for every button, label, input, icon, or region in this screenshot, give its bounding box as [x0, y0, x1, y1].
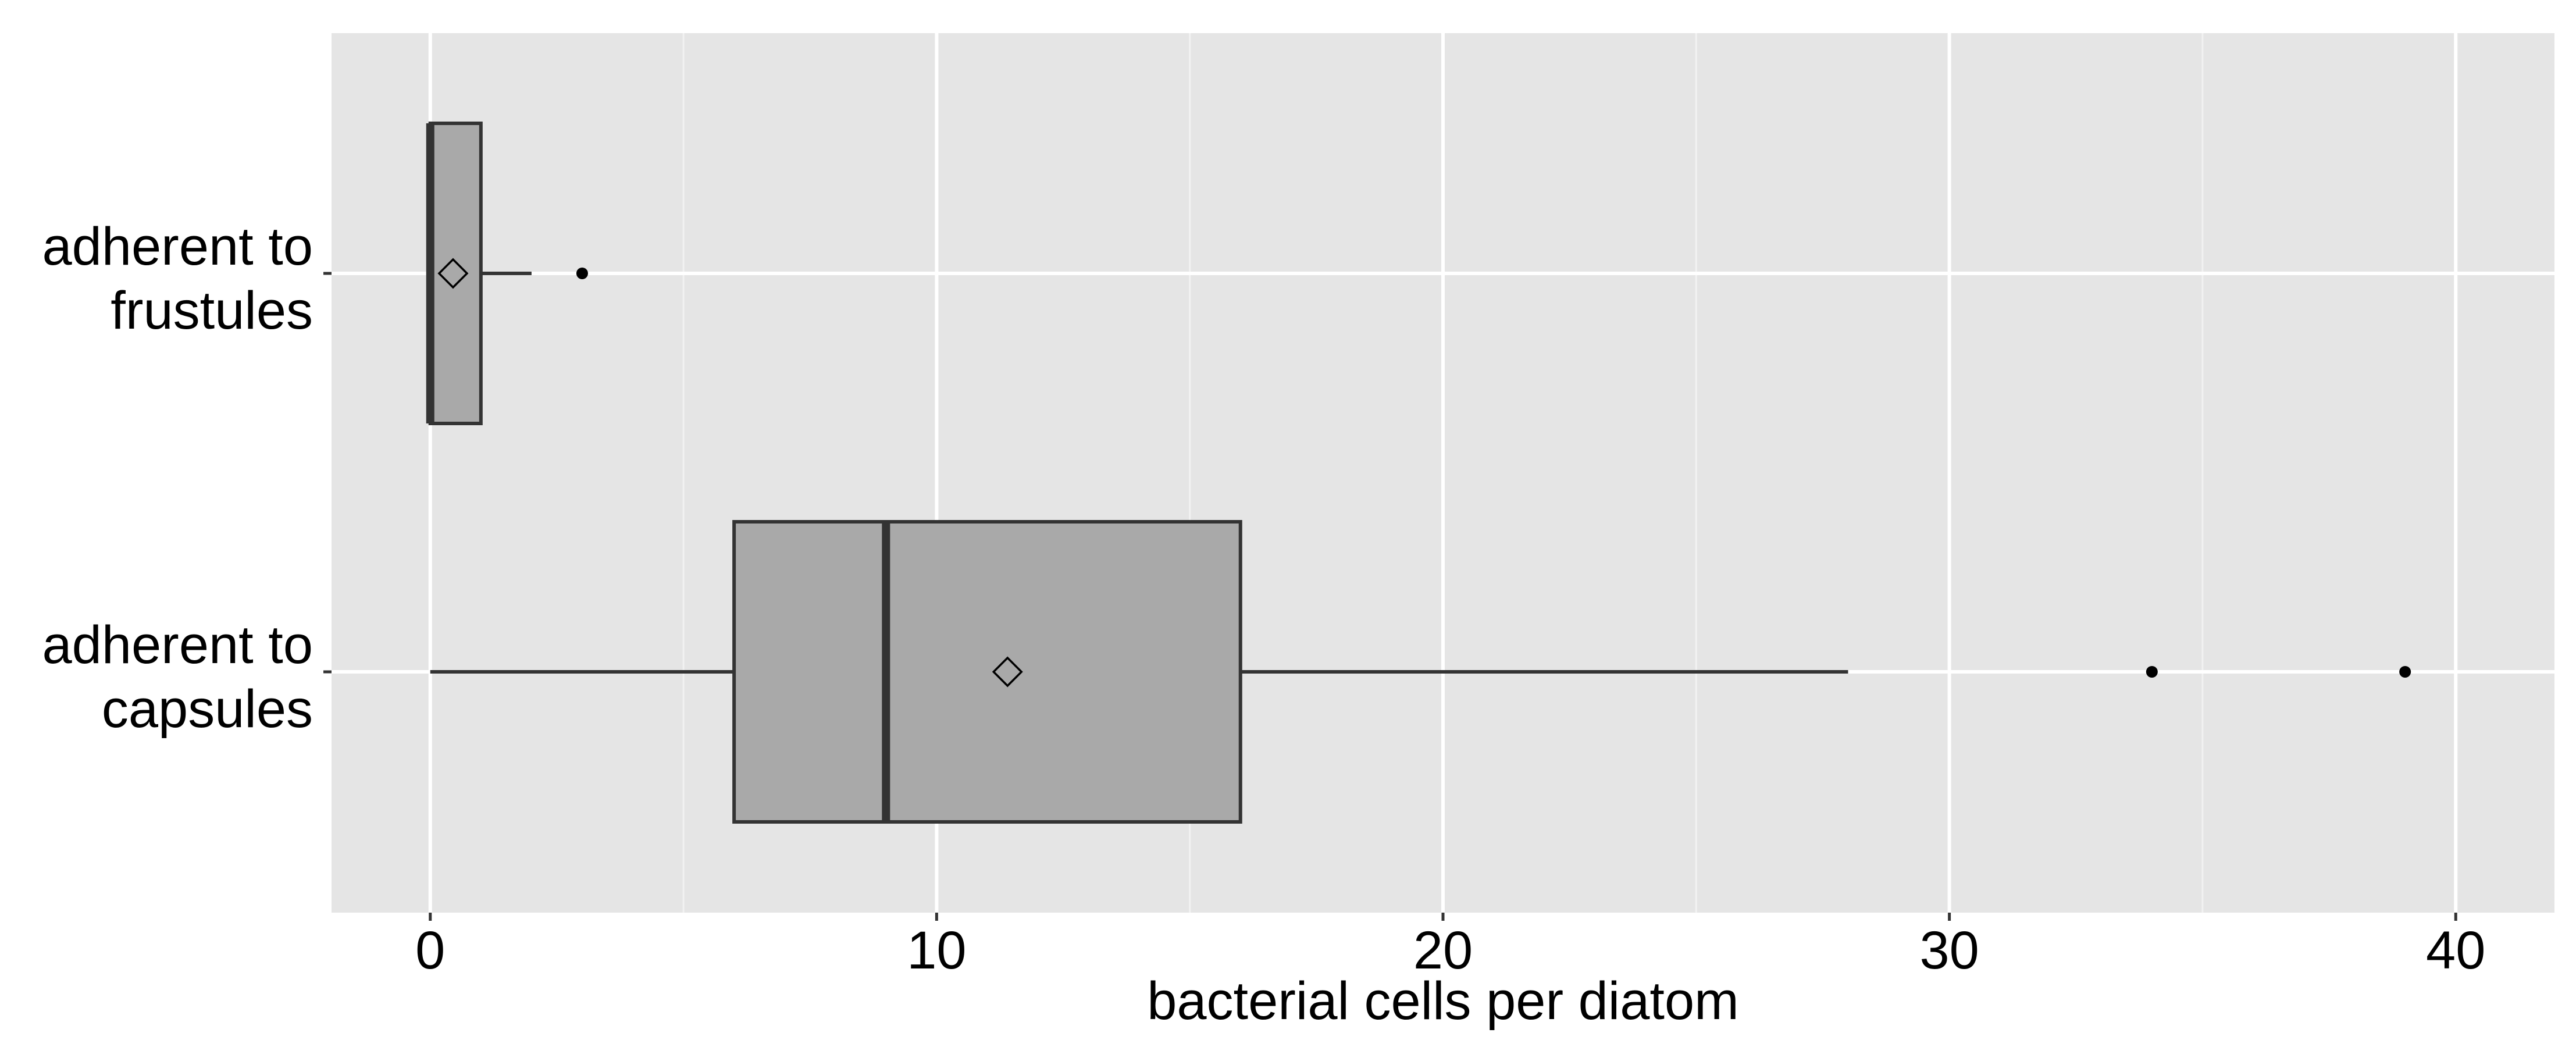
x-tick-label: 0 [415, 921, 445, 980]
box-group [426, 122, 588, 425]
x-tick-label: 10 [907, 921, 966, 980]
box-group [430, 520, 2411, 824]
y-tick-label-line: adherent to [42, 615, 313, 675]
x-tick-label: 30 [1919, 921, 1979, 980]
y-tick-label-line: adherent to [42, 217, 313, 276]
box-iqr [732, 520, 1242, 824]
y-tick-label: adherent to capsules [42, 615, 313, 739]
mean-marker [437, 258, 469, 289]
x-axis-ticks: 0 10 20 30 40 [415, 913, 2485, 980]
y-tick-label-line: capsules [102, 679, 313, 739]
mean-marker [992, 656, 1023, 688]
outlier-point [576, 268, 588, 279]
x-tick-label: 20 [1413, 921, 1473, 980]
x-tick-label: 40 [2426, 921, 2485, 980]
outlier-point [2146, 666, 2158, 678]
x-axis-title: bacterial cells per diatom [1147, 971, 1739, 1031]
box-iqr [428, 122, 483, 425]
y-tick-label-line: frustules [111, 281, 313, 340]
y-tick-label: adherent to frustules [42, 217, 313, 340]
outlier-point [2399, 666, 2411, 678]
box-series [426, 122, 2411, 824]
